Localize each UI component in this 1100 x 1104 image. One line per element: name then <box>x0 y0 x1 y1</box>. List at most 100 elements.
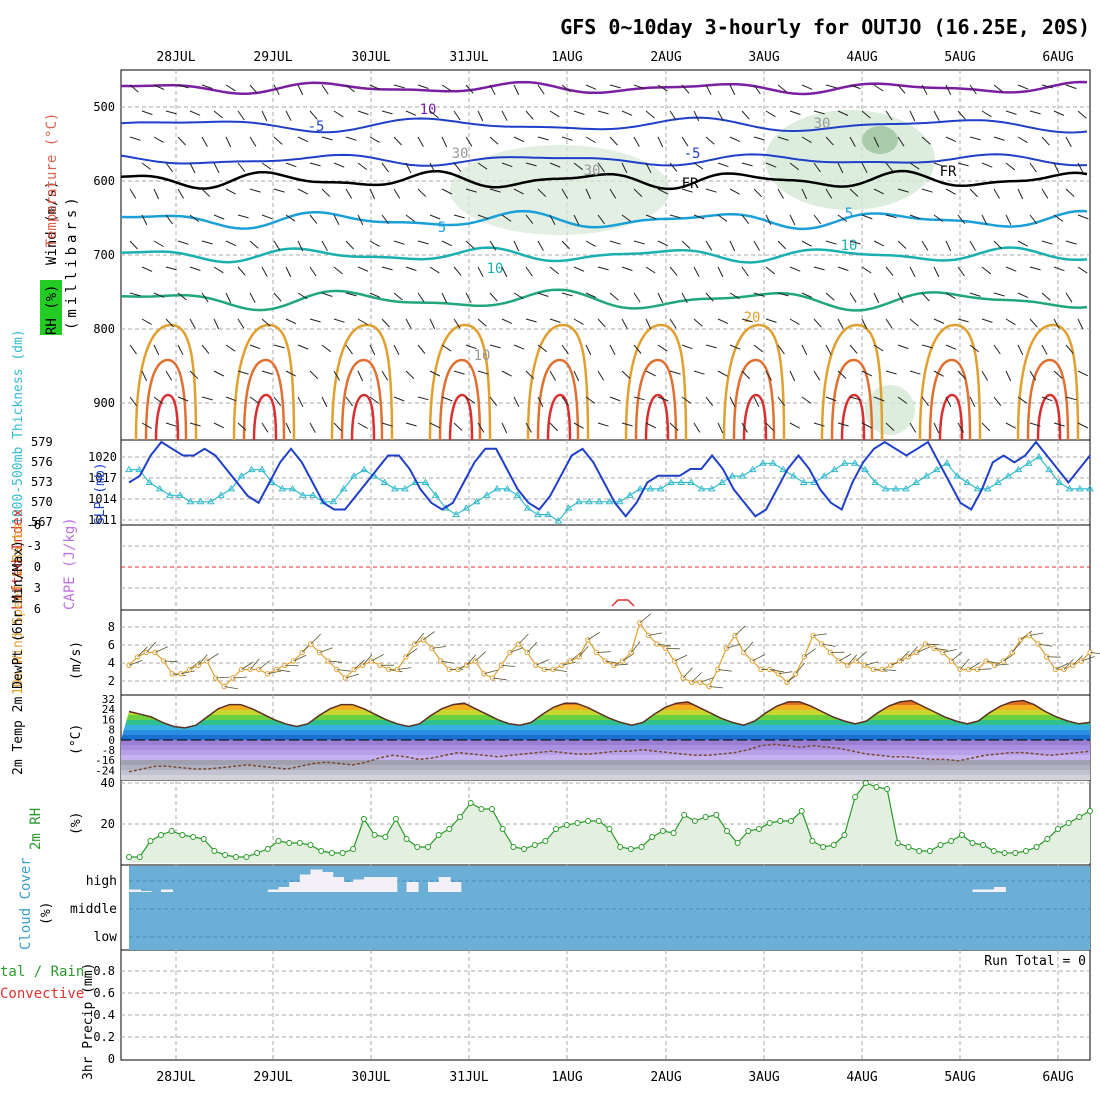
rh2m-point <box>1066 821 1071 826</box>
label-rh2m-unit: (%) <box>69 812 84 835</box>
rh2m-point <box>393 817 398 822</box>
rh2m-point <box>543 839 548 844</box>
wind10-point <box>343 676 347 680</box>
rh2m-point <box>810 839 815 844</box>
high-cloud-bar <box>161 890 173 893</box>
contour-label: 10 <box>420 102 437 118</box>
high-cloud-bar <box>375 877 387 892</box>
date-label-top: 1AUG <box>551 50 582 65</box>
label-cloud: Cloud Cover <box>18 857 34 950</box>
date-label-top: 4AUG <box>846 50 877 65</box>
wind10-point <box>239 667 243 671</box>
rh2m-point <box>255 851 260 856</box>
chart-title: GFS 0~10day 3-hourly for OUTJO (16.25E, … <box>560 15 1090 39</box>
date-label-bottom: 2AUG <box>650 1070 681 1085</box>
rh2m-point <box>618 845 623 850</box>
ytick-wind10: 4 <box>108 656 115 670</box>
label-temperature: Temperature (°C) <box>44 113 60 248</box>
run-total: Run Total = 0 <box>984 954 1086 969</box>
rh2m-point <box>735 841 740 846</box>
wind10-point <box>698 680 702 684</box>
rh2m-point <box>1088 809 1093 814</box>
high-cloud-bar <box>428 882 440 892</box>
rh2m-point <box>714 813 719 818</box>
high-cloud-bar <box>332 877 344 892</box>
rh2m-point <box>1013 851 1018 856</box>
label-cloud-unit: (%) <box>39 902 54 925</box>
rh2m-point <box>212 849 217 854</box>
temp-band <box>121 755 1090 760</box>
date-label-bottom: 31JUL <box>449 1070 488 1085</box>
rh2m-point <box>757 827 762 832</box>
high-cloud-bar <box>994 887 1006 892</box>
contour-label: 10 <box>474 348 491 364</box>
ytick-upper: 700 <box>93 248 115 262</box>
rh2m-point <box>789 819 794 824</box>
contour-label: -5 <box>684 146 701 162</box>
high-cloud-bar <box>279 887 291 892</box>
rh2m-point <box>842 833 847 838</box>
rh2m-point <box>372 833 377 838</box>
ytick-upper: 900 <box>93 396 115 410</box>
contour-label: 10 <box>487 261 504 277</box>
label-cape: CAPE (J/kg) <box>62 517 78 610</box>
rh2m-point <box>650 835 655 840</box>
date-label-top: 29JUL <box>253 50 292 65</box>
ytick-wind10: 2 <box>108 674 115 688</box>
ytick-precip: 0.8 <box>93 964 115 978</box>
date-label-bottom: 5AUG <box>944 1070 975 1085</box>
ytick-thickness: 570 <box>31 495 53 509</box>
date-label-top: 6AUG <box>1042 50 1073 65</box>
rh2m-point <box>1023 849 1028 854</box>
ytick-thickness: 573 <box>31 475 53 489</box>
rh2m-point <box>468 801 473 806</box>
rh2m-point <box>233 855 238 860</box>
label-slp: SLP (mb) <box>93 462 108 525</box>
label-precip-total: tal / Rain <box>0 964 84 980</box>
rh2m-point <box>767 821 772 826</box>
label-rh: RH (%) <box>44 284 60 335</box>
date-label-top: 28JUL <box>156 50 195 65</box>
ytick-upper: 600 <box>93 174 115 188</box>
ytick-cape: -3 <box>27 539 41 553</box>
rh2m-point <box>863 781 868 786</box>
temp-band <box>121 775 1090 780</box>
ytick-cape: 3 <box>34 581 41 595</box>
wind10-point <box>205 659 209 663</box>
date-label-top: 30JUL <box>351 50 390 65</box>
rh2m-point <box>447 827 452 832</box>
high-cloud-bar <box>289 882 301 892</box>
rh2m-point <box>180 833 185 838</box>
temp-fill-band <box>121 720 1090 725</box>
temp-band <box>121 760 1090 765</box>
high-cloud-bar <box>321 872 333 892</box>
high-cloud-bar <box>300 875 312 893</box>
rh2m-point <box>554 827 559 832</box>
rh-shade-core <box>862 126 898 154</box>
wind10-barb <box>666 648 680 649</box>
rh2m-point <box>479 807 484 812</box>
label-temp2m-unit: (°C) <box>69 724 84 755</box>
date-label-bottom: 30JUL <box>351 1070 390 1085</box>
rh2m-point <box>351 847 356 852</box>
wind10-point <box>1079 659 1083 663</box>
ytick-thickness: 579 <box>31 435 53 449</box>
date-label-top: 5AUG <box>944 50 975 65</box>
ytick-cape: 0 <box>34 560 41 574</box>
ytick-cape: 6 <box>34 602 41 616</box>
rh2m-point <box>532 843 537 848</box>
rh2m-point <box>927 849 932 854</box>
rh2m-point <box>308 843 313 848</box>
rh2m-point <box>223 853 228 858</box>
rh2m-point <box>682 813 687 818</box>
rh2m-point <box>404 837 409 842</box>
high-cloud-bar <box>983 890 995 893</box>
contour-label: -5 <box>308 119 325 135</box>
rh2m-point <box>1077 815 1082 820</box>
cloud-level-label: middle <box>70 902 117 917</box>
temp-band <box>121 765 1090 770</box>
rh2m-point <box>639 845 644 850</box>
contour-label: 30 <box>452 146 469 162</box>
ytick-wind10: 6 <box>108 638 115 652</box>
high-cloud-bar <box>129 890 141 893</box>
